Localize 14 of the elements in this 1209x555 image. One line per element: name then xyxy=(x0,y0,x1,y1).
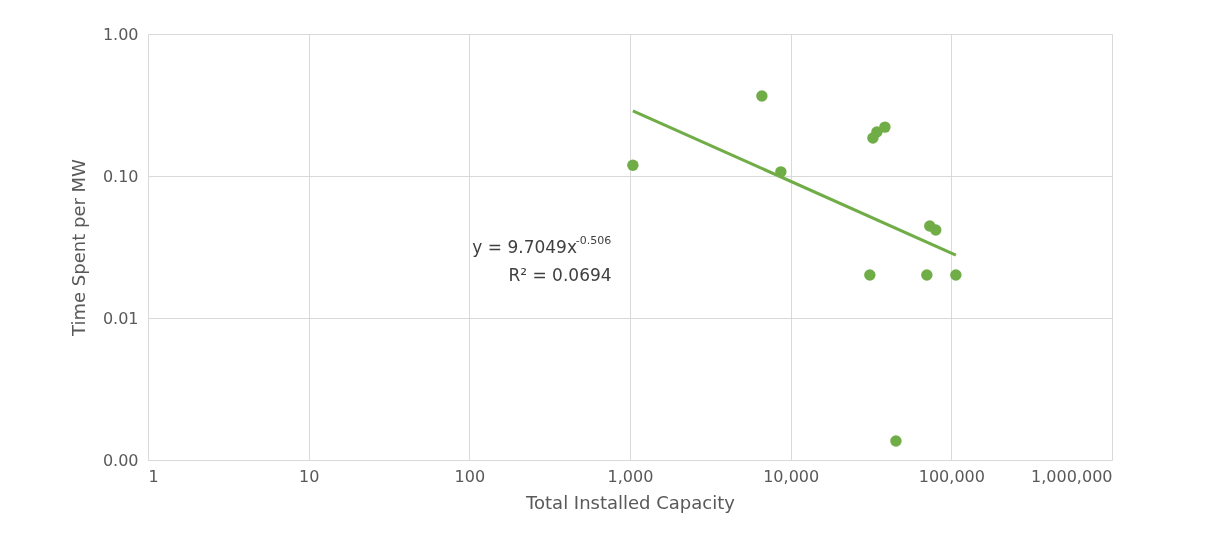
x-tick-label: 1 xyxy=(148,466,159,486)
y-axis-title: Time Spent per MW xyxy=(67,158,89,337)
x-axis-title: Total Installed Capacity xyxy=(525,491,736,513)
x-tick-label: 10 xyxy=(298,466,320,486)
y-tick-label: 0.10 xyxy=(102,166,139,186)
y-tick-label: 0.00 xyxy=(102,450,139,470)
x-tick-label: 1,000 xyxy=(607,466,654,486)
x-tick-label: 100 xyxy=(454,466,486,486)
x-tick-label: 100,000 xyxy=(918,466,985,486)
annotation: R² = 0.0694 xyxy=(508,265,612,285)
y-tick-label: 0.01 xyxy=(102,308,139,328)
x-tick-label: 1,000,000 xyxy=(1031,466,1113,486)
y-tick-label: 1.00 xyxy=(102,24,139,44)
x-tick-label: 10,000 xyxy=(763,466,820,486)
